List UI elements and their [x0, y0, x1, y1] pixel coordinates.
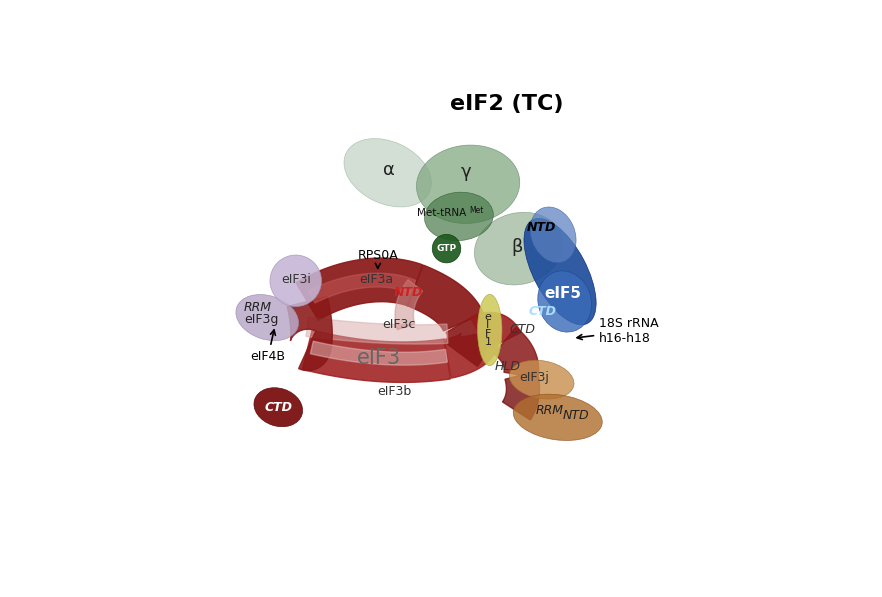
Ellipse shape: [475, 213, 563, 285]
Text: eIF3j: eIF3j: [519, 371, 549, 384]
Text: NTD: NTD: [527, 221, 556, 235]
Polygon shape: [296, 258, 422, 320]
Text: eIF5: eIF5: [545, 286, 582, 301]
Ellipse shape: [510, 360, 574, 399]
Polygon shape: [306, 317, 448, 344]
Text: F: F: [485, 329, 491, 338]
Ellipse shape: [254, 387, 303, 427]
Ellipse shape: [270, 255, 321, 306]
Text: CTD: CTD: [510, 322, 536, 336]
Text: GTP: GTP: [437, 244, 457, 253]
Ellipse shape: [513, 394, 602, 441]
Ellipse shape: [477, 294, 502, 365]
Polygon shape: [288, 297, 333, 371]
Text: RRM: RRM: [535, 404, 564, 417]
Ellipse shape: [235, 294, 299, 341]
Polygon shape: [395, 279, 422, 330]
Text: e: e: [484, 312, 491, 322]
Text: RPS0A: RPS0A: [358, 248, 399, 269]
Text: γ: γ: [460, 163, 471, 181]
Text: eIF3b: eIF3b: [377, 384, 412, 398]
Ellipse shape: [530, 207, 576, 263]
Text: HLD: HLD: [494, 360, 520, 373]
Text: eIF3i: eIF3i: [280, 273, 310, 286]
Polygon shape: [310, 341, 447, 365]
Ellipse shape: [432, 235, 460, 263]
Text: CTD: CTD: [529, 305, 557, 318]
Text: eIF3: eIF3: [357, 347, 401, 368]
Text: NTD: NTD: [393, 286, 423, 298]
Polygon shape: [309, 273, 415, 303]
Polygon shape: [503, 371, 540, 420]
Text: eIF3g: eIF3g: [244, 313, 279, 327]
Text: I: I: [486, 321, 490, 330]
Text: CTD: CTD: [265, 401, 292, 414]
Polygon shape: [407, 265, 483, 331]
Ellipse shape: [524, 219, 596, 325]
Text: eIF3c: eIF3c: [383, 318, 415, 331]
Text: 18S rRNA
h16-h18: 18S rRNA h16-h18: [577, 318, 659, 346]
Text: 1: 1: [484, 337, 491, 347]
Text: β: β: [512, 238, 523, 256]
Text: eIF3a: eIF3a: [359, 273, 393, 286]
Ellipse shape: [416, 145, 519, 223]
Text: NTD: NTD: [563, 409, 589, 422]
Text: RRM: RRM: [244, 300, 272, 313]
Text: eIF2 (TC): eIF2 (TC): [451, 94, 564, 114]
Text: Met-tRNA: Met-tRNA: [417, 208, 467, 219]
Polygon shape: [494, 327, 539, 378]
Polygon shape: [444, 330, 499, 378]
Polygon shape: [445, 312, 488, 367]
Polygon shape: [470, 312, 521, 349]
Text: Met: Met: [469, 206, 484, 215]
Polygon shape: [303, 330, 451, 383]
Ellipse shape: [538, 271, 592, 332]
Text: α: α: [383, 161, 394, 180]
Text: eIF4B: eIF4B: [250, 330, 286, 363]
Ellipse shape: [344, 139, 431, 207]
Ellipse shape: [424, 192, 493, 241]
